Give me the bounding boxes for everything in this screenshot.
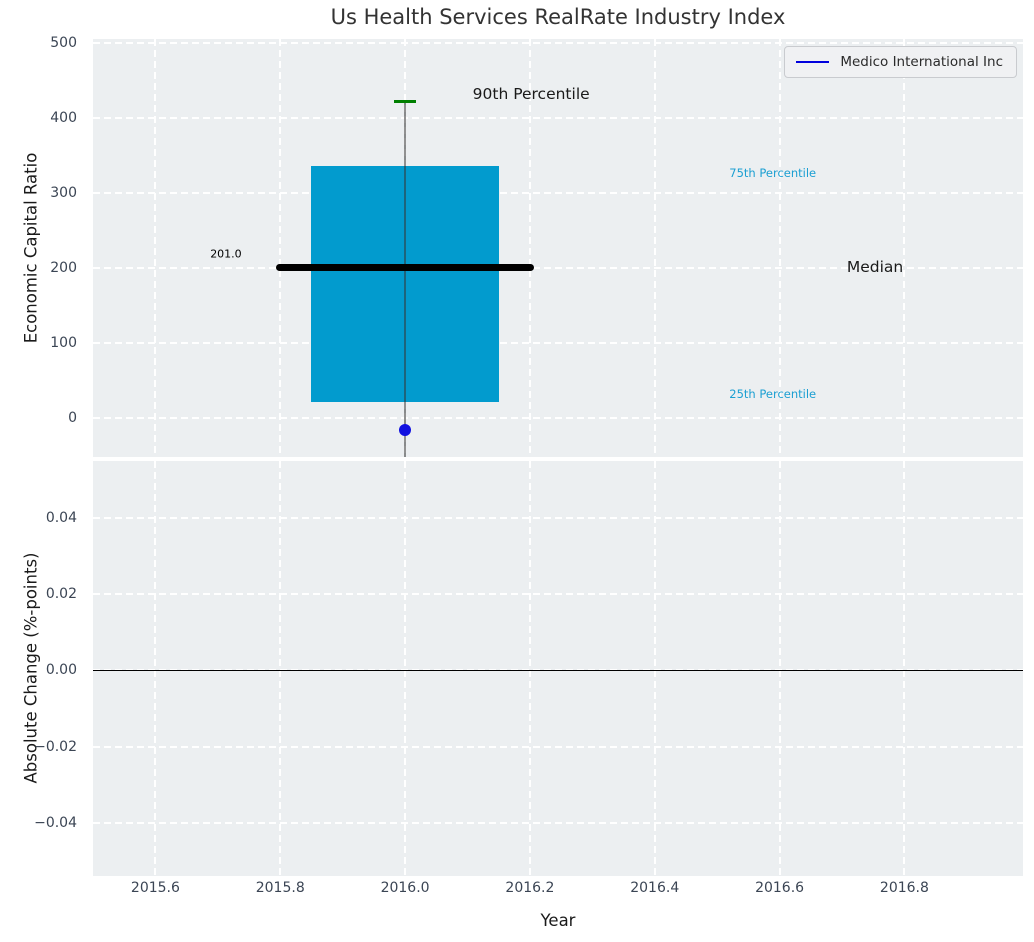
y-gridline [93,417,1023,419]
top-y-tick-label: 0 [5,409,77,427]
bottom-y-tick-label: −0.04 [5,814,77,832]
y-gridline [93,192,1023,194]
bottom-y-tick-label: 0.04 [5,509,77,527]
y-gridline [93,746,1023,748]
y-gridline [93,42,1023,44]
annotation-25th-percentile: 25th Percentile [729,387,816,401]
legend: Medico International Inc [784,46,1017,78]
top-y-tick-label: 100 [5,334,77,352]
annotation-90th-percentile: 90th Percentile [473,85,590,103]
x-gridline [154,39,156,457]
x-axis-label: Year [93,911,1023,930]
chart-figure: Us Health Services RealRate Industry Ind… [0,0,1034,942]
p90-cap-line [394,100,416,103]
x-tick-label: 2016.8 [858,880,950,896]
bottom-y-tick-label: 0.02 [5,585,77,603]
top-y-tick-label: 200 [5,259,77,277]
x-gridline [279,39,281,457]
y-gridline [93,342,1023,344]
x-tick-label: 2015.8 [234,880,326,896]
x-tick-label: 2015.6 [109,880,201,896]
annotation-median: Median [847,258,903,276]
top-y-tick-label: 500 [5,34,77,52]
x-tick-label: 2016.4 [609,880,701,896]
bottom-y-tick-label: −0.02 [5,738,77,756]
median-line [276,264,534,271]
top-y-tick-label: 300 [5,184,77,202]
zero-line [93,670,1023,672]
y-gridline [93,822,1023,824]
y-gridline [93,517,1023,519]
x-tick-label: 2016.2 [484,880,576,896]
top-y-tick-label: 400 [5,109,77,127]
bottom-plot-area [93,461,1023,876]
y-gridline [93,593,1023,595]
bottom-y-tick-label: 0.00 [5,661,77,679]
chart-title: Us Health Services RealRate Industry Ind… [93,5,1023,29]
x-tick-label: 2016.6 [734,880,826,896]
annotation-201-0: 201.0 [210,247,242,260]
top-plot-area: Medico International Inc 201.0 90th Perce… [93,39,1023,457]
legend-line-swatch [796,61,829,63]
top-y-axis-label: Economic Capital Ratio [22,153,41,344]
legend-label: Medico International Inc [840,54,1003,70]
x-gridline [903,39,905,457]
y-gridline [93,117,1023,119]
x-tick-label: 2016.0 [359,880,451,896]
whisker-line [404,101,406,457]
company-data-point [399,424,411,436]
x-gridline [654,39,656,457]
annotation-75th-percentile: 75th Percentile [729,166,816,180]
